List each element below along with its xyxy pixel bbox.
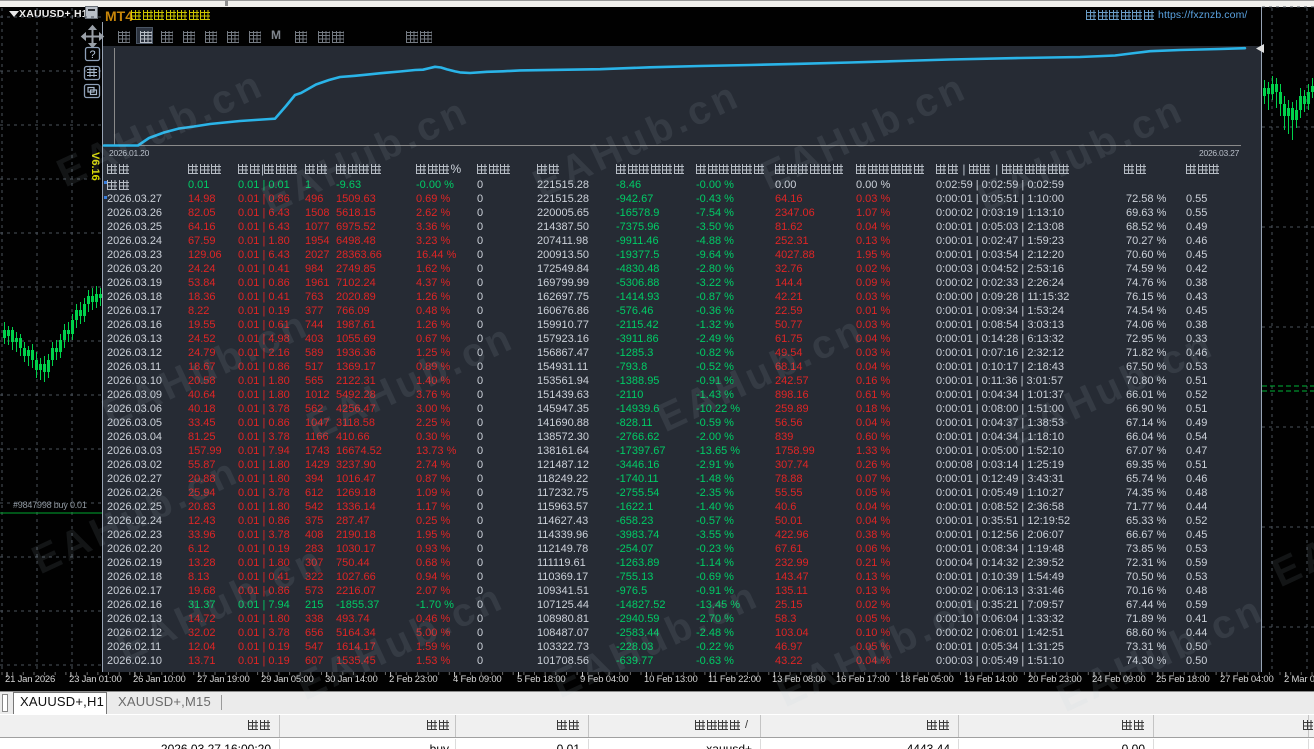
svg-text:?: ? — [89, 49, 95, 61]
